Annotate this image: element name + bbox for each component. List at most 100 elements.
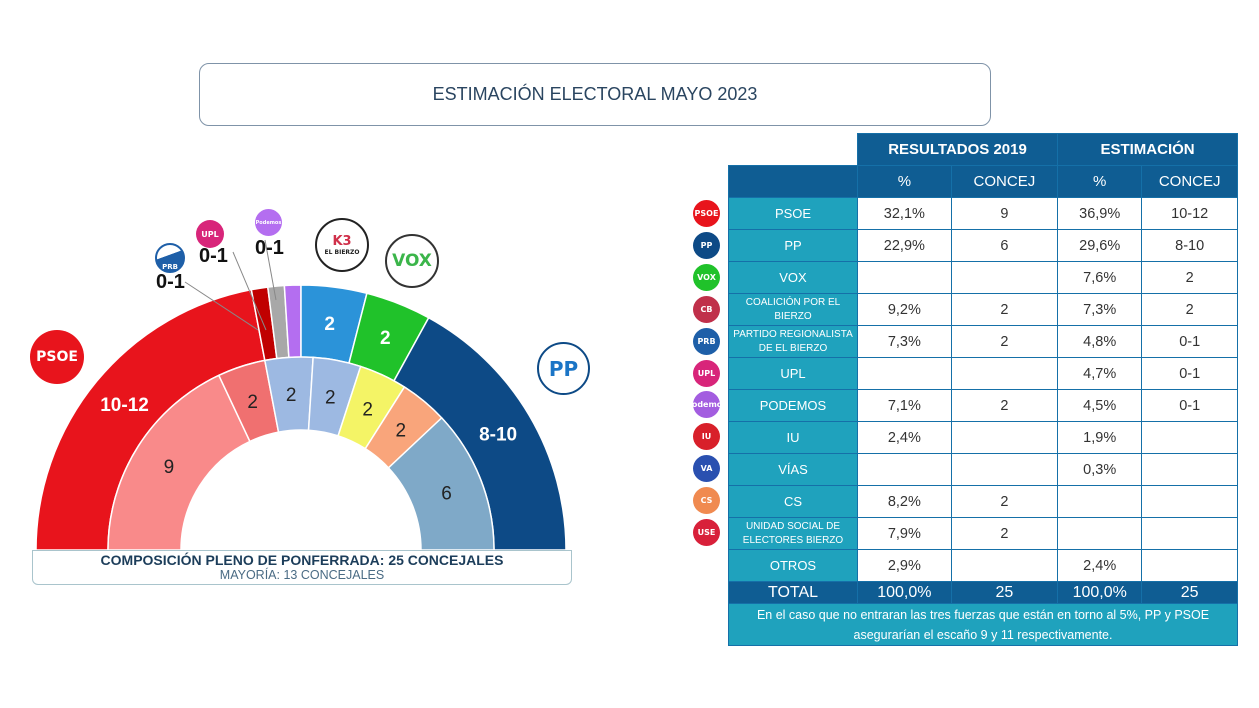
table-cell — [1057, 517, 1143, 550]
chart-caption: COMPOSICIÓN PLENO DE PONFERRADA: 25 CONC… — [32, 550, 572, 585]
parliament-chart: 10-12 2 2 8-10 9 2 2 2 2 2 6 — [35, 239, 567, 551]
seat-label: 2 — [395, 420, 406, 441]
table-cell: 32,1% — [857, 197, 952, 230]
table-cell — [950, 453, 1059, 486]
iu-logo: IU — [693, 423, 720, 451]
vox-logo: VOX — [385, 234, 439, 288]
table-cell: 8-10 — [1141, 229, 1238, 262]
page-title: ESTIMACIÓN ELECTORAL MAYO 2023 — [432, 84, 758, 104]
table-row: IU 2,4% 1,9% — [728, 421, 1238, 454]
prb-seat-label: 0-1 — [156, 271, 185, 293]
table-cell: 29,6% — [1057, 229, 1143, 262]
party-name: CS — [728, 485, 858, 518]
total-row: TOTAL 100,0% 25 100,0% 25 — [728, 581, 1238, 604]
caption-title: COMPOSICIÓN PLENO DE PONFERRADA: 25 CONC… — [100, 552, 504, 568]
table-cell — [1141, 421, 1238, 454]
table-cell — [857, 261, 952, 294]
pp-logo: PP — [693, 231, 720, 259]
table-cell — [950, 357, 1059, 390]
subheader: % — [857, 165, 952, 198]
pp-logo: PP — [537, 342, 590, 395]
table-row: UNIDAD SOCIAL DE ELECTORES BIERZO 7,9% 2 — [728, 517, 1238, 550]
header-estimacion: ESTIMACIÓN — [1057, 133, 1238, 166]
party-name: VÍAS — [728, 453, 858, 486]
psoe-logo: PSOE — [30, 330, 84, 384]
table-row: COALICIÓN POR EL BIERZO 9,2% 2 7,3% 2 — [728, 293, 1238, 326]
party-name: PARTIDO REGIONALISTA DE EL BIERZO — [728, 325, 858, 358]
seat-label: 2 — [247, 392, 258, 413]
table-cell — [950, 261, 1059, 294]
table-cell: 2 — [1141, 261, 1238, 294]
table-cell: 7,3% — [857, 325, 952, 358]
table-cell: 2,9% — [857, 549, 952, 582]
subheader: CONCEJ — [1141, 165, 1238, 198]
header-results-2019: RESULTADOS 2019 — [856, 133, 1059, 166]
coalicion-bierzo-logo: K3 EL BIERZO — [315, 218, 369, 272]
table-cell: 2,4% — [857, 421, 952, 454]
table-row: PSOE 32,1% 9 36,9% 10-12 — [728, 197, 1238, 230]
coalici-n-por-el-bierzo-logo: CB — [693, 295, 720, 323]
title-box: ESTIMACIÓN ELECTORAL MAYO 2023 — [199, 63, 991, 126]
table-cell — [950, 421, 1059, 454]
table-cell: 1,9% — [1057, 421, 1143, 454]
table-cell: 10-12 — [1141, 197, 1238, 230]
table-cell — [1141, 549, 1238, 582]
party-name: UPL — [728, 357, 858, 390]
seat-label: 2 — [286, 385, 297, 406]
table-cell: 7,6% — [1057, 261, 1143, 294]
table-row: PARTIDO REGIONALISTA DE EL BIERZO 7,3% 2 4,… — [728, 325, 1238, 358]
leader-line — [184, 281, 259, 331]
table-cell: 9 — [950, 197, 1059, 230]
table-cell: 2 — [1141, 293, 1238, 326]
table-cell: 2 — [950, 517, 1059, 550]
table-cell — [950, 549, 1059, 582]
table-cell: 7,3% — [1057, 293, 1143, 326]
table-cell: 4,7% — [1057, 357, 1143, 390]
table-row: OTROS 2,9% 2,4% — [728, 549, 1238, 582]
table-cell: 8,2% — [857, 485, 952, 518]
seat-label: 2 — [324, 314, 335, 335]
table-cell: 36,9% — [1057, 197, 1143, 230]
table-row: VÍAS 0,3% — [728, 453, 1238, 486]
party-name: PP — [728, 229, 858, 262]
party-name: VOX — [728, 261, 858, 294]
party-name: PODEMOS — [728, 389, 858, 422]
table-cell: 7,1% — [857, 389, 952, 422]
table-cell: 7,9% — [857, 517, 952, 550]
v-as-logo: VA — [693, 455, 720, 483]
table-row: PP 22,9% 6 29,6% 8-10 — [728, 229, 1238, 262]
table-cell — [857, 357, 952, 390]
table-cell: 2 — [950, 293, 1059, 326]
podemos-logo: Podemos — [255, 209, 282, 236]
table-cell: 2 — [950, 389, 1059, 422]
seat-label: 2 — [380, 328, 391, 349]
seat-label: 10-12 — [100, 395, 149, 416]
podemos-seat-label: 0-1 — [255, 237, 284, 259]
results-table: RESULTADOS 2019 ESTIMACIÓN % CONCEJ % CO… — [728, 133, 1238, 646]
leader-line — [232, 251, 267, 331]
table-cell: 2,4% — [1057, 549, 1143, 582]
table-cell — [1057, 485, 1143, 518]
table-cell — [1141, 517, 1238, 550]
caption-majority: MAYORÍA: 13 CONCEJALES — [219, 568, 385, 582]
leader-line — [264, 239, 277, 301]
unidad-social-de-electores-bierzo-logo: USE — [693, 519, 720, 546]
table-cell: 6 — [950, 229, 1059, 262]
subheader: % — [1057, 165, 1143, 198]
table-row: VOX 7,6% 2 — [728, 261, 1238, 294]
table-note: En el caso que no entraran las tres fuer… — [728, 603, 1238, 646]
upl-logo: UPL — [196, 220, 224, 248]
table-cell: 4,8% — [1057, 325, 1143, 358]
inner-segment — [387, 416, 495, 551]
table-cell — [1141, 485, 1238, 518]
subheader: CONCEJ — [950, 165, 1059, 198]
psoe-logo: PSOE — [693, 200, 720, 227]
table-cell: 4,5% — [1057, 389, 1143, 422]
cs-logo: CS — [693, 487, 720, 515]
table-cell: 9,2% — [857, 293, 952, 326]
upl-logo: UPL — [693, 359, 720, 387]
party-name: OTROS — [728, 549, 858, 582]
table-cell: 0-1 — [1141, 357, 1238, 390]
table-row: UPL 4,7% 0-1 — [728, 357, 1238, 390]
table-cell: 2 — [950, 325, 1059, 358]
